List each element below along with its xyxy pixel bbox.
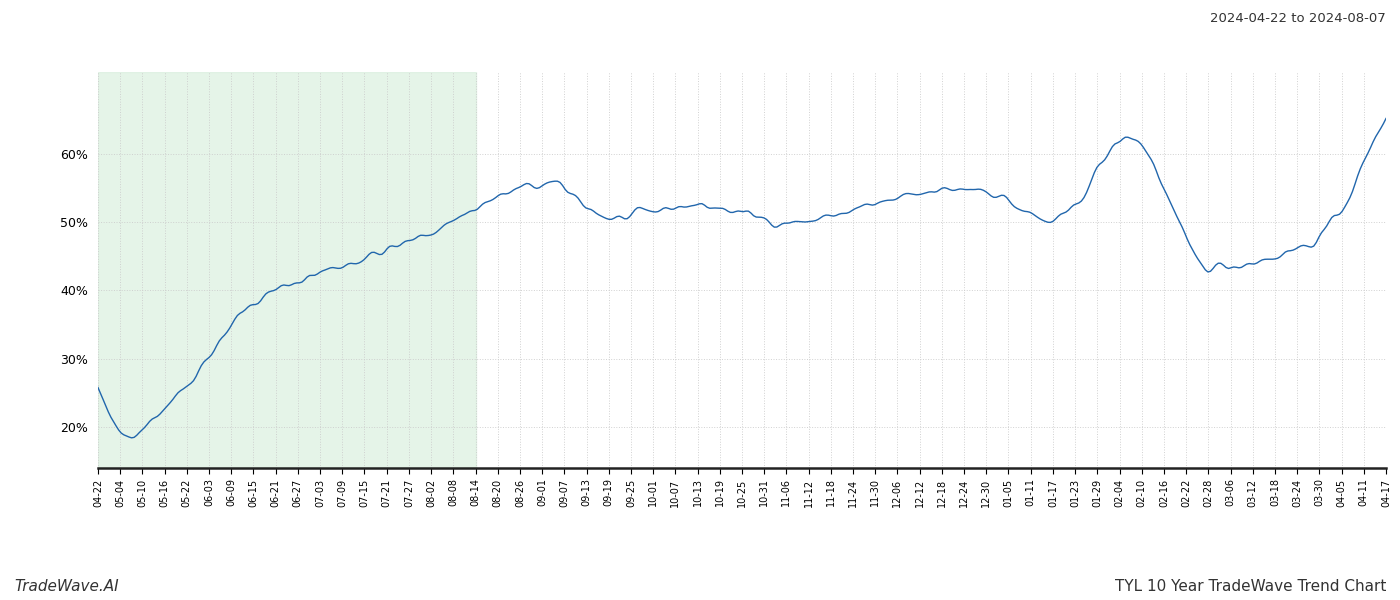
Text: TYL 10 Year TradeWave Trend Chart: TYL 10 Year TradeWave Trend Chart <box>1114 579 1386 594</box>
Text: TradeWave.AI: TradeWave.AI <box>14 579 119 594</box>
Text: 2024-04-22 to 2024-08-07: 2024-04-22 to 2024-08-07 <box>1210 12 1386 25</box>
Bar <box>98 72 476 468</box>
